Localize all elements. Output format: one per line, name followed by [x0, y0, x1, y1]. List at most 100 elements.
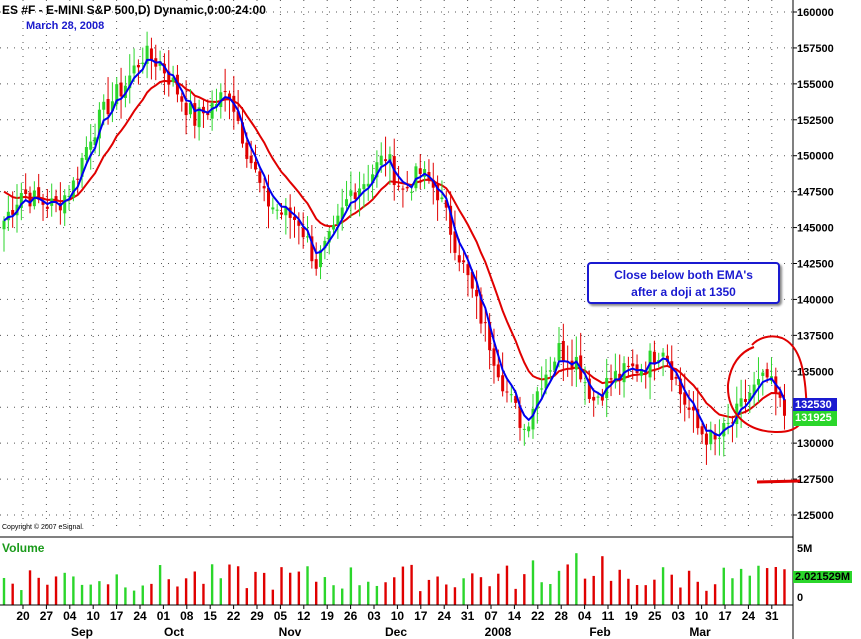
candle-body — [488, 321, 492, 351]
y-tick-label: 147500 — [797, 187, 834, 199]
x-tick-label: 07 — [484, 609, 498, 623]
volume-bar — [20, 590, 23, 605]
y-tick-label: 142500 — [797, 259, 834, 271]
candle-body — [678, 378, 682, 395]
volume-bar — [583, 578, 587, 605]
candle-body — [609, 378, 613, 380]
candle-body — [102, 101, 106, 110]
volume-bar — [774, 566, 778, 605]
y-tick-label: 152500 — [797, 115, 834, 127]
candle-body — [436, 184, 440, 201]
callout-line-1: Close below both EMA's — [614, 268, 753, 282]
candle-body — [110, 101, 114, 111]
candle-body — [475, 289, 479, 297]
volume-bar — [479, 577, 483, 605]
chart-header-date: March 28, 2008 — [26, 20, 105, 32]
volume-bar — [618, 569, 621, 605]
volume-bar — [601, 556, 604, 605]
candle-body — [145, 45, 149, 64]
volume-bar — [445, 584, 448, 605]
candle-body — [388, 154, 392, 163]
x-axis-ticks: 20 27 04 10 17 24 01 08 15 22 29 05 12 19 26 03 10 17 24 31… — [16, 605, 779, 639]
candle-body — [540, 388, 544, 390]
candle-body — [63, 195, 67, 214]
candle-body — [457, 255, 461, 263]
candle-body — [509, 394, 513, 396]
volume-bar — [497, 573, 500, 605]
candle-body — [618, 373, 622, 379]
candle-body — [280, 212, 284, 215]
candle-body — [709, 430, 713, 445]
x-tick-label: 10 — [391, 609, 405, 623]
copyright-text: Copyright © 2007 eSignal. — [2, 524, 84, 531]
y-tick-label: 145000 — [797, 223, 834, 235]
candle-body — [730, 422, 734, 424]
volume-bar — [696, 581, 699, 605]
volume-bar — [314, 581, 318, 605]
volume-bar — [358, 585, 361, 605]
volume-value-tag: 2.021529M — [793, 571, 853, 583]
candle-body — [522, 428, 526, 430]
candle-body — [384, 159, 388, 162]
candle-body — [782, 399, 786, 416]
x-tick-label: 11 — [602, 609, 615, 623]
candle-body — [449, 205, 453, 235]
candle-body — [496, 364, 500, 378]
candle-body — [310, 236, 314, 262]
volume-bar — [150, 583, 153, 605]
candle-body — [28, 192, 32, 207]
candle-body — [483, 322, 487, 324]
candle-body — [319, 250, 323, 268]
candle-body — [132, 65, 136, 74]
volume-bar — [661, 567, 665, 605]
candle-body — [700, 426, 704, 435]
candle-body — [141, 62, 145, 65]
candle-body — [301, 227, 305, 238]
candle-body — [371, 174, 375, 184]
candle-body — [340, 207, 344, 220]
candle-body — [462, 260, 466, 263]
candle-body — [24, 189, 28, 195]
x-tick-label: 28 — [555, 609, 569, 623]
volume-bar — [46, 584, 49, 605]
volume-bar — [262, 572, 266, 605]
candle-body — [366, 183, 370, 187]
volume-bar — [748, 575, 751, 605]
volume-bar — [271, 589, 275, 605]
candle-body — [553, 361, 557, 371]
candle-body — [271, 207, 275, 210]
x-tick-label: 29 — [250, 609, 264, 623]
volume-bar — [176, 586, 179, 605]
volume-bar — [141, 585, 144, 605]
y-tick-label: 130000 — [797, 438, 834, 450]
candle-body — [240, 122, 244, 144]
volume-bar — [184, 578, 188, 605]
y-tick-label: 160000 — [797, 7, 834, 19]
candle-body — [167, 71, 171, 85]
candle-body — [410, 191, 414, 193]
candle-body — [756, 379, 760, 385]
volume-bar — [514, 588, 517, 605]
volume-bar — [705, 590, 708, 605]
candle-body — [717, 437, 721, 439]
x-tick-label: 27 — [40, 609, 54, 623]
candle-body — [19, 192, 23, 208]
candle-body — [583, 382, 587, 384]
candle-body — [236, 111, 240, 121]
volume-bar — [427, 579, 431, 605]
candle-body — [2, 220, 6, 230]
candle-body — [544, 374, 548, 389]
volume-bar — [653, 579, 656, 605]
volume-bar — [72, 576, 75, 605]
x-tick-label: 26 — [344, 609, 358, 623]
volume-bar — [401, 566, 405, 605]
volume-bar — [297, 571, 301, 605]
fast-ema-path — [3, 58, 786, 437]
x-tick-label: 14 — [508, 609, 522, 623]
candle-body — [505, 391, 509, 393]
volume-bar — [627, 578, 630, 605]
x-tick-label: 04 — [578, 609, 592, 623]
month-label: Nov — [279, 625, 302, 639]
candle-body — [353, 192, 357, 199]
